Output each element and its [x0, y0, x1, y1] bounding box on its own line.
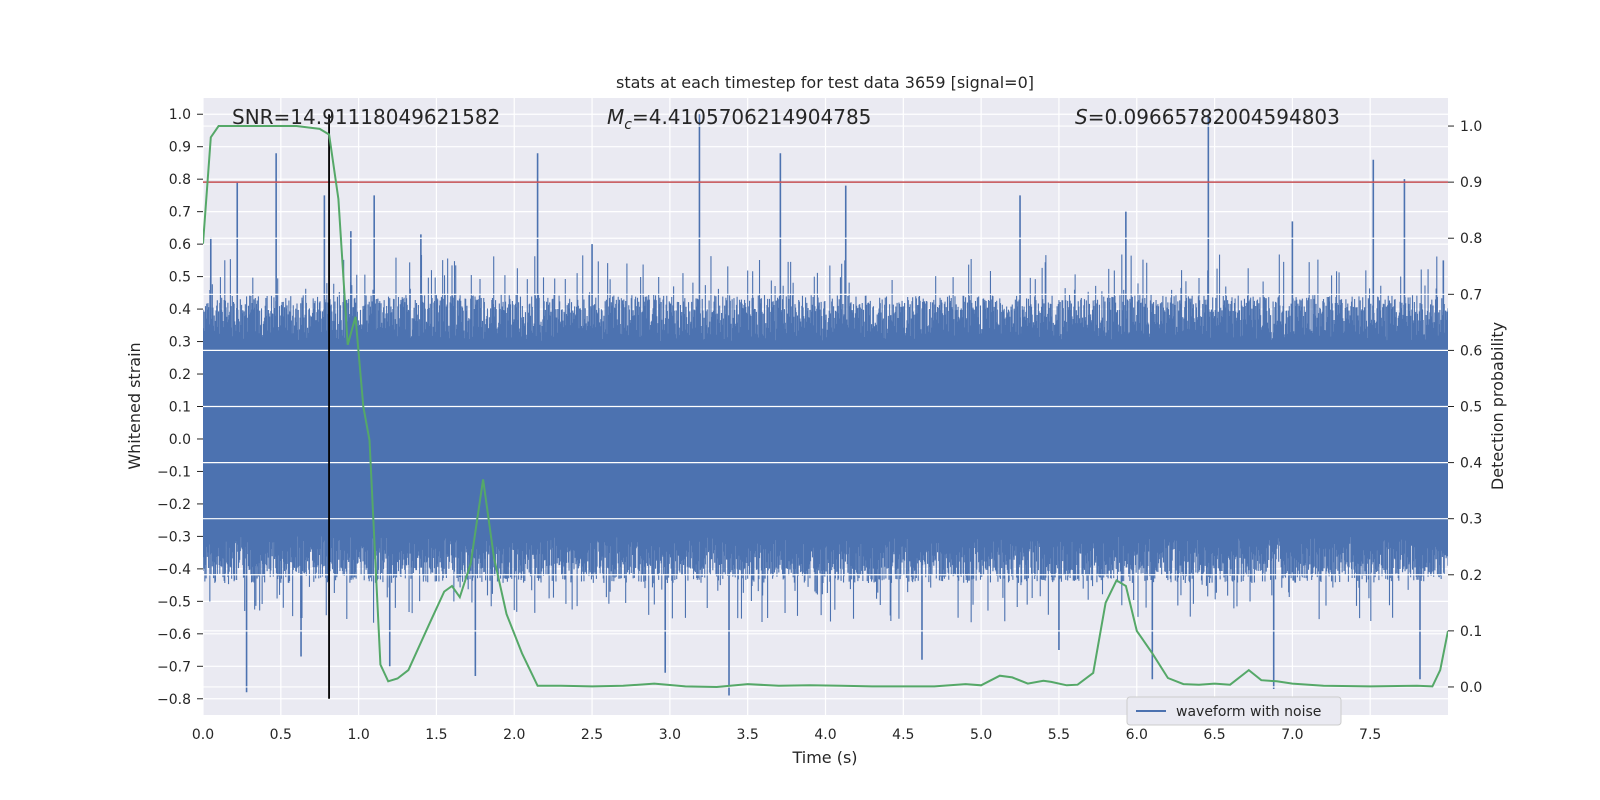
x-tick-label: 5.5 [1048, 727, 1070, 743]
chart-title: stats at each timestep for test data 365… [616, 73, 1034, 92]
left-y-tick-label: 1.0 [169, 107, 191, 123]
right-y-tick-label: 0.0 [1460, 680, 1482, 696]
legend-label: waveform with noise [1176, 704, 1321, 720]
left-y-tick-label: −0.6 [157, 627, 191, 643]
x-tick-label: 6.0 [1126, 727, 1148, 743]
right-y-tick-label: 0.6 [1460, 343, 1482, 359]
left-y-axis-label: Whitened strain [125, 342, 144, 469]
legend: waveform with noise [1126, 696, 1342, 726]
right-y-tick-label: 0.7 [1460, 287, 1482, 303]
s-value: =0.09665782004594803 [1088, 105, 1340, 129]
right-y-axis-ticks: 0.0 0.1 0.2 0.3 0.4 0.5 0.6 0.7 0.8 0.9 1.0 [1448, 119, 1482, 696]
x-tick-label: 6.5 [1203, 727, 1225, 743]
detection-probability-line [203, 125, 1448, 689]
left-y-tick-label: −0.1 [157, 464, 191, 480]
waveform-core [203, 341, 1448, 537]
right-y-tick-label: 1.0 [1460, 119, 1482, 135]
right-y-tick-label: 0.9 [1460, 175, 1482, 191]
left-y-tick-label: −0.4 [157, 562, 191, 578]
chirp-mass-annotation: Mc=4.4105706214904785 [607, 105, 871, 133]
left-y-tick-label: 0.0 [169, 432, 191, 448]
x-tick-label: 1.5 [425, 727, 447, 743]
x-tick-label: 4.0 [814, 727, 836, 743]
left-y-tick-label: −0.7 [157, 659, 191, 675]
right-y-axis-label: Detection probability [1488, 322, 1507, 490]
snr-annotation: SNR=14.91118049621582 [232, 105, 500, 129]
x-tick-label: 0.5 [270, 727, 292, 743]
x-tick-label: 0.0 [192, 727, 214, 743]
x-axis-ticks: 0.0 0.5 1.0 1.5 2.0 2.5 3.0 3.5 4.0 4.5 5.0 5.5 6.0 6… [192, 727, 1381, 743]
x-tick-label: 2.5 [581, 727, 603, 743]
left-y-tick-label: 0.6 [169, 237, 191, 253]
left-y-tick-label: 0.9 [169, 140, 191, 156]
chirp-mass-subscript: c [624, 117, 632, 133]
chirp-mass-value: =4.4105706214904785 [632, 105, 871, 129]
left-y-tick-label: −0.8 [157, 692, 191, 708]
left-y-tick-label: 0.3 [169, 335, 191, 351]
left-y-tick-label: −0.2 [157, 497, 191, 513]
x-tick-label: 3.0 [659, 727, 681, 743]
right-y-tick-label: 0.8 [1460, 231, 1482, 247]
x-tick-label: 7.5 [1359, 727, 1381, 743]
left-y-tick-label: 0.4 [169, 302, 191, 318]
waveform-series [203, 114, 1448, 696]
right-y-tick-label: 0.3 [1460, 512, 1482, 528]
x-tick-label: 5.0 [970, 727, 992, 743]
left-y-tick-label: 0.5 [169, 270, 191, 286]
x-tick-label: 4.5 [892, 727, 914, 743]
right-y-tick-label: 0.1 [1460, 624, 1482, 640]
legend-box [1126, 696, 1342, 726]
x-tick-label: 1.0 [347, 727, 369, 743]
left-y-axis-ticks: −0.8 −0.7 −0.6 −0.5 −0.4 −0.3 −0.2 −0.1 0.0 0.1 0.… [157, 107, 203, 708]
left-y-tick-label: 0.8 [169, 172, 191, 188]
left-y-tick-label: −0.3 [157, 529, 191, 545]
left-y-tick-label: 0.1 [169, 400, 191, 416]
right-y-tick-label: 0.5 [1460, 400, 1482, 416]
chirp-mass-symbol: M [607, 105, 624, 129]
left-y-tick-label: 0.2 [169, 367, 191, 383]
s-symbol: S [1075, 105, 1088, 129]
right-y-tick-label: 0.4 [1460, 456, 1482, 472]
left-y-tick-label: 0.7 [169, 205, 191, 221]
left-y-tick-label: −0.5 [157, 594, 191, 610]
x-axis-label: Time (s) [791, 748, 857, 767]
x-tick-label: 2.0 [503, 727, 525, 743]
x-tick-label: 7.0 [1281, 727, 1303, 743]
plot-area [203, 114, 1448, 699]
x-tick-label: 3.5 [737, 727, 759, 743]
s-annotation: S=0.09665782004594803 [1075, 105, 1340, 129]
right-y-tick-label: 0.2 [1460, 568, 1482, 584]
